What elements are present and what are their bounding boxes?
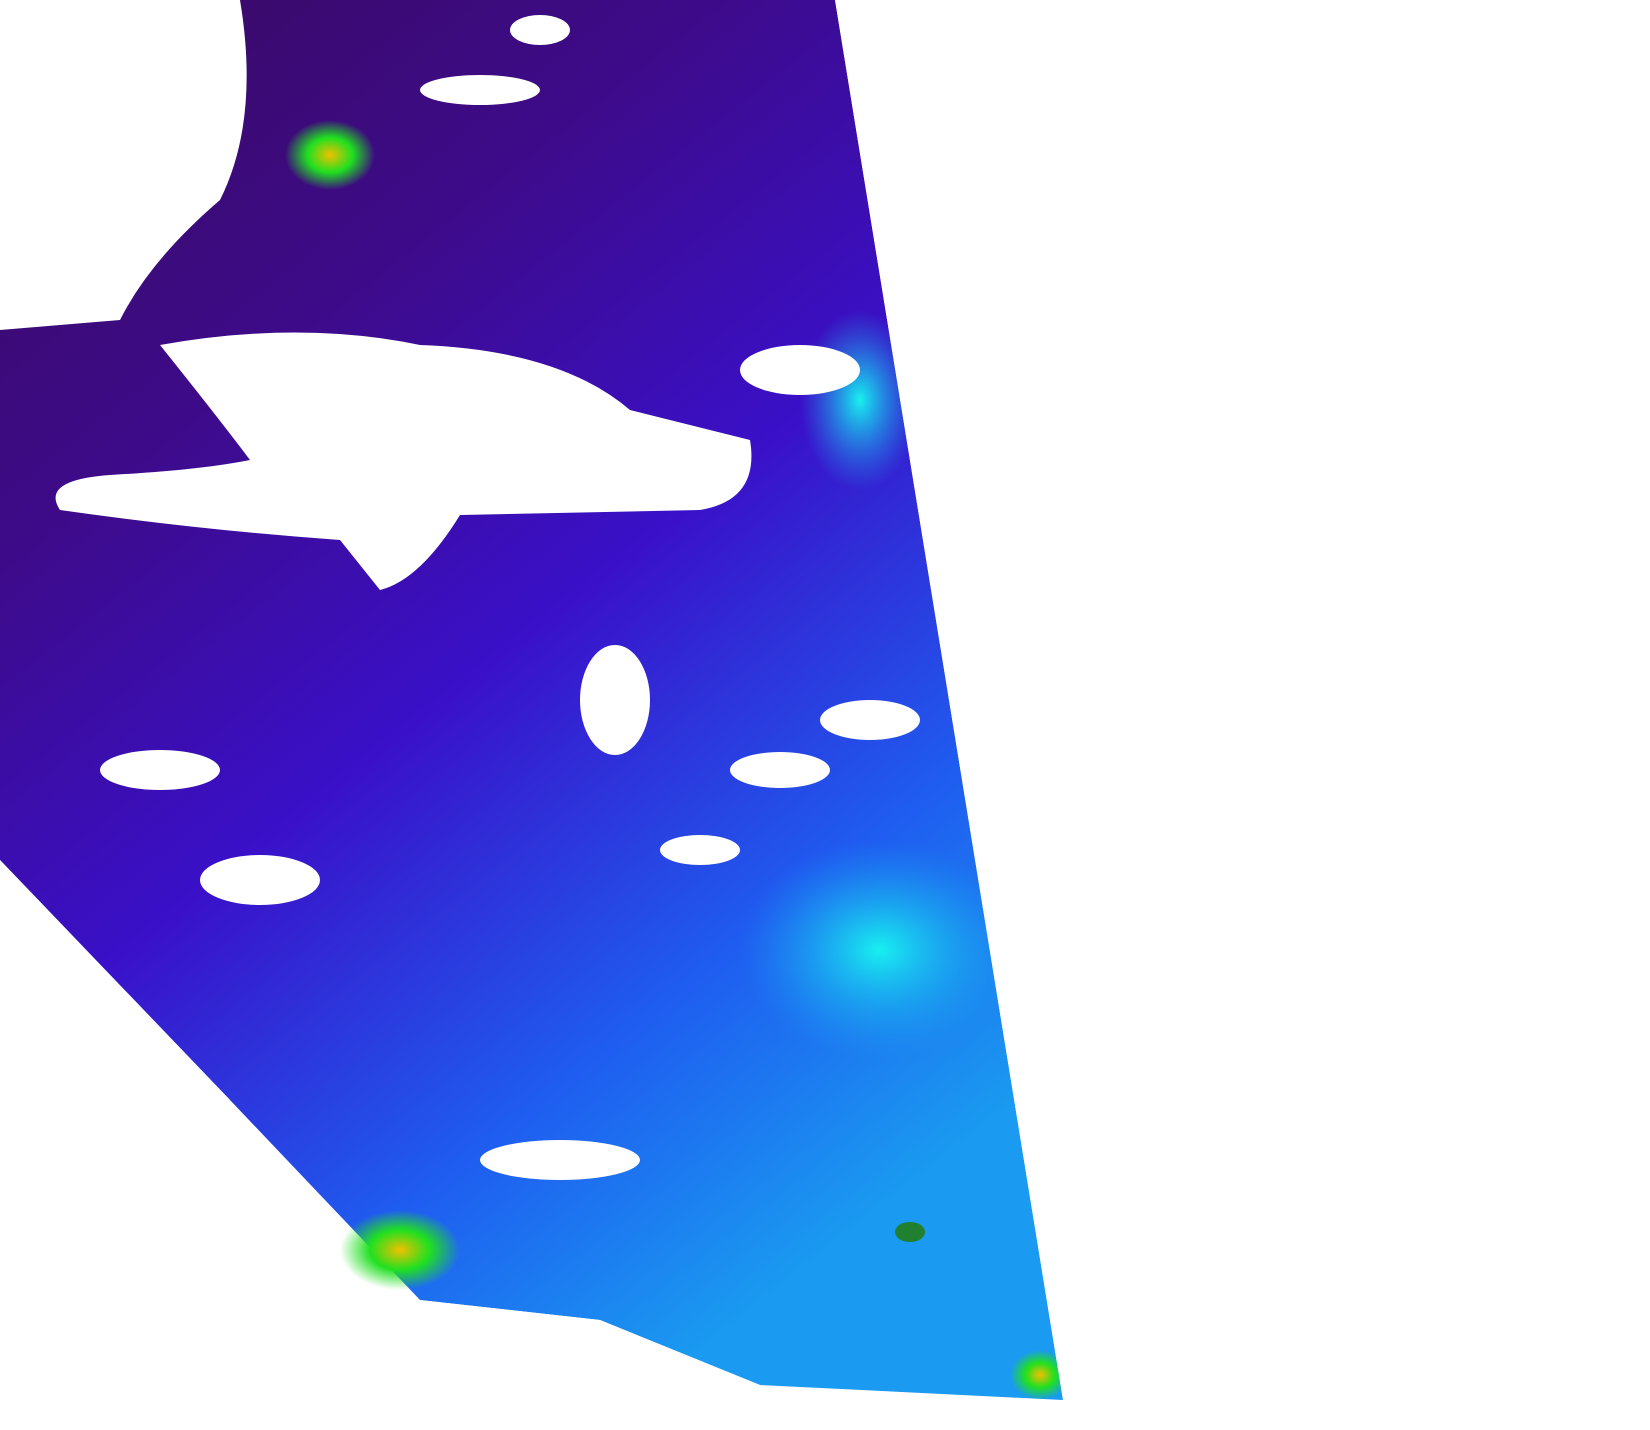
high-concentration-patch [740, 840, 1020, 1060]
coastal-patch [340, 1210, 460, 1290]
peak-patch [285, 120, 375, 190]
outside-swath [835, 0, 1650, 1430]
coastal-patch [1010, 1350, 1070, 1400]
cloud-mask [0, 0, 920, 1430]
island-patch [895, 1222, 925, 1242]
